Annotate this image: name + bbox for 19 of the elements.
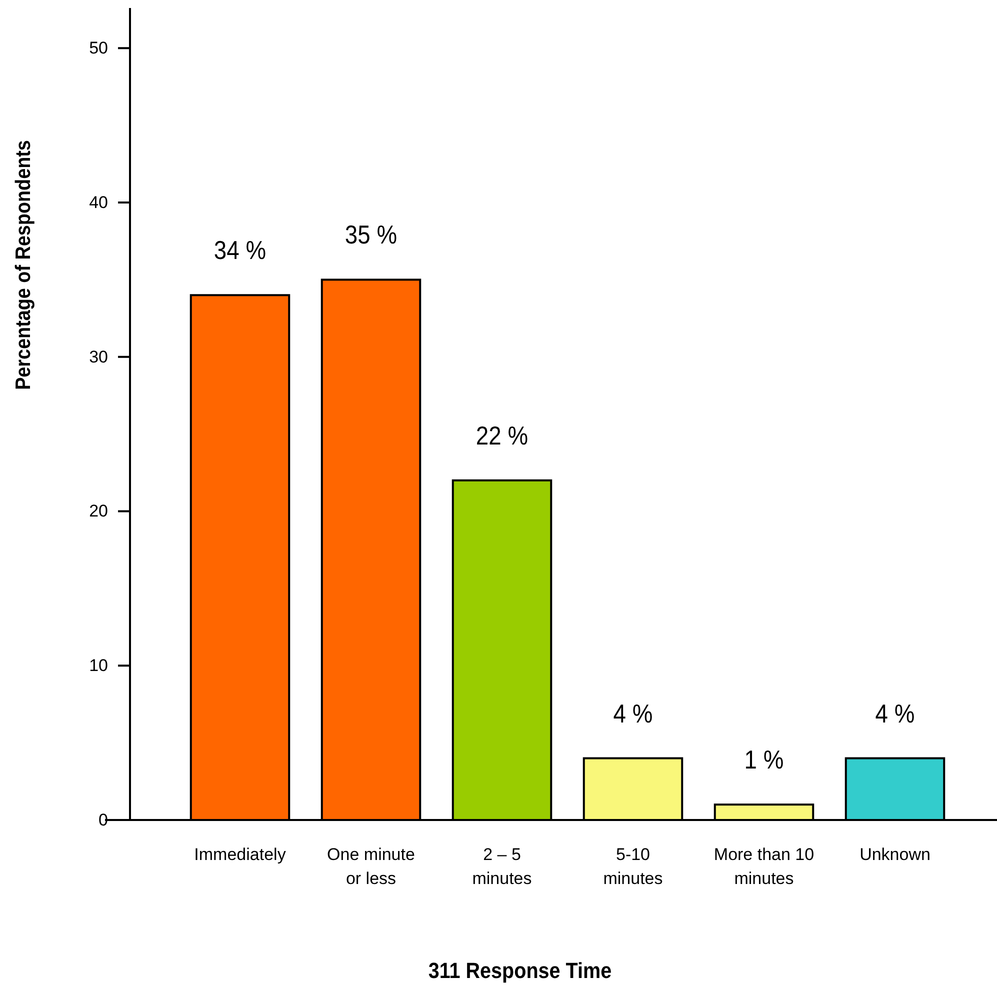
data-label: 4 % [875,700,915,729]
x-tick-label: One minute or less [327,845,415,888]
x-tick-label: More than 10 minutes [714,845,814,888]
x-axis-title: 311 Response Time [428,959,612,984]
x-tick-label: 2 – 5 minutes [472,845,532,888]
y-tick-label: 30 [89,347,108,366]
data-label: 1 % [744,746,784,775]
x-tick-label: 5-10 minutes [603,845,663,888]
y-tick-label: 20 [89,502,108,521]
y-axis-title: Percentage of Respondents [12,140,36,390]
x-tick-label: Unknown [860,845,930,864]
data-label: 22 % [476,422,528,451]
y-tick-label: 10 [89,656,108,676]
data-label: 4 % [613,700,653,729]
y-tick-label: 50 [89,38,108,58]
data-label: 34 % [214,236,266,266]
y-tick-label: 40 [89,192,108,212]
data-label: 35 % [344,221,398,250]
x-tick-label: Immediately [194,845,286,864]
